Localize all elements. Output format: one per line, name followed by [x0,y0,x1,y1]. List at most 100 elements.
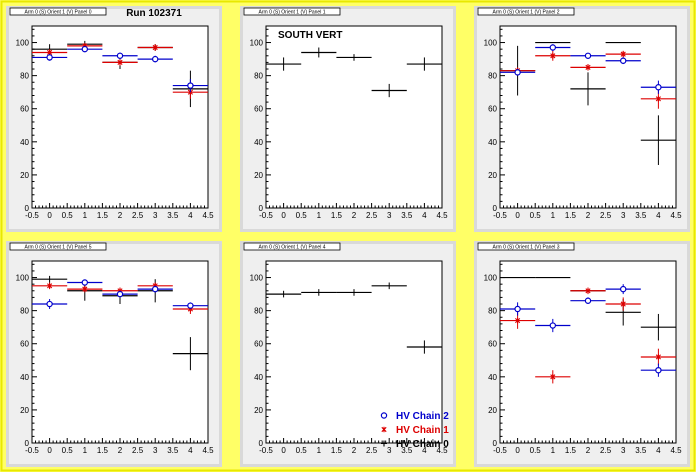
data-point [336,54,372,61]
data-point [32,49,68,56]
x-tick-label: 0 [47,211,52,220]
x-tick-label: 4 [656,211,661,220]
open-circle-marker [514,305,521,313]
y-tick-label: 0 [493,439,498,448]
x-tick-label: -0.5 [259,211,273,220]
y-tick-label: 80 [254,307,263,316]
x-tick-label: 0 [47,446,52,455]
y-tick-label: 60 [20,340,29,349]
open-circle-marker [46,54,53,61]
panel-title: Arm 0 (S) Orient 1 (V) Panel 4 [259,244,326,250]
x-tick-label: 2 [586,211,591,220]
data-point [605,284,641,295]
y-tick-label: 20 [488,171,497,180]
y-tick-label: 0 [259,439,264,448]
data-point [172,337,208,371]
open-circle-marker [549,44,557,51]
y-tick-label: 60 [254,105,263,114]
x-tick-label: 3 [153,446,158,455]
x-tick-label: 2 [586,446,591,455]
y-tick-label: 20 [488,406,497,415]
panel-title-box [243,242,341,251]
y-tick-label: 0 [25,439,30,448]
x-tick-label: 0 [281,446,286,455]
data-point [32,54,68,61]
plot-frame [265,25,443,209]
star-marker [82,286,88,292]
series-hv-chain-2 [32,279,208,309]
panel-title-box [477,7,575,16]
y-tick-label: 0 [259,204,264,213]
series-hv-chain-1 [500,287,676,384]
series-hv-chain-0 [266,47,442,98]
legend-entry: HV Chain 1 [381,425,449,436]
data-point [406,340,442,354]
star-marker [655,96,661,102]
y-tick-label: 80 [20,307,29,316]
x-tick-label: 1.5 [97,446,109,455]
data-point [640,363,676,377]
y-tick-label: 40 [488,138,497,147]
open-circle-marker [620,285,627,293]
y-tick-label: 80 [488,307,497,316]
star-marker [655,354,661,360]
data-point [137,285,173,293]
y-tick-label: 0 [25,204,30,213]
x-tick-label: 2.5 [132,211,144,220]
y-tick-label: 100 [250,39,264,48]
open-circle-marker [187,302,194,309]
y-tick-label: 100 [250,274,264,283]
panel-annotation: SOUTH VERT [278,30,342,41]
open-circle-marker [549,322,557,329]
y-tick-label: 100 [16,39,30,48]
x-tick-label: 2 [352,446,357,455]
x-tick-label: 3.5 [167,211,179,220]
y-tick-label: 60 [488,340,497,349]
star-marker [585,64,591,71]
x-tick-label: 1.5 [565,211,577,220]
star-marker [152,44,158,51]
data-point [535,50,571,61]
x-tick-label: 1 [317,211,322,220]
x-tick-label: 3 [621,211,626,220]
open-circle-marker [514,69,521,76]
legend-label: HV Chain 0 [396,439,449,450]
data-point [301,289,337,296]
open-circle-marker [584,52,592,59]
y-tick-label: 60 [488,105,497,114]
series-hv-chain-1 [32,43,208,99]
data-point [535,318,571,333]
x-tick-label: 2 [118,446,123,455]
legend-label: HV Chain 2 [396,411,449,422]
data-point [137,55,173,63]
y-tick-label: 0 [493,204,498,213]
star-marker [620,51,626,57]
data-point [137,44,173,51]
star-marker [620,301,626,307]
panel-title: Arm 0 (S) Orient 1 (V) Panel 3 [493,244,560,250]
y-tick-label: 100 [484,39,498,48]
chart-panel-3: Arm 0 (S) Orient 1 (V) Panel 5-0.5 0 0.5 1 1… [6,241,222,467]
chart-panel-1: Arm 0 (S) Orient 1 (V) Panel 1-0.5 0 0.5 1 1… [240,6,456,232]
data-point [102,59,138,66]
data-point [371,83,407,98]
data-point [406,57,442,71]
panel-title-box [9,242,107,251]
data-point [266,57,302,71]
panel-title-box [9,7,107,16]
y-tick-label: 40 [20,138,29,147]
x-tick-label: 0 [515,446,520,455]
x-tick-label: 3 [387,211,392,220]
open-circle-marker [187,82,194,89]
x-tick-label: 1 [317,446,322,455]
star-marker [550,374,556,380]
x-tick-label: 2.5 [366,211,378,220]
x-tick-label: 1.5 [331,446,343,455]
x-tick-label: 4.5 [670,446,682,455]
series-hv-chain-2 [500,44,676,94]
x-tick-label: 3.5 [401,211,413,220]
panel-annotation: Run 102371 [126,8,182,19]
x-tick-label: 3 [153,211,158,220]
x-tick-label: 0 [281,211,286,220]
y-tick-label: 40 [488,373,497,382]
